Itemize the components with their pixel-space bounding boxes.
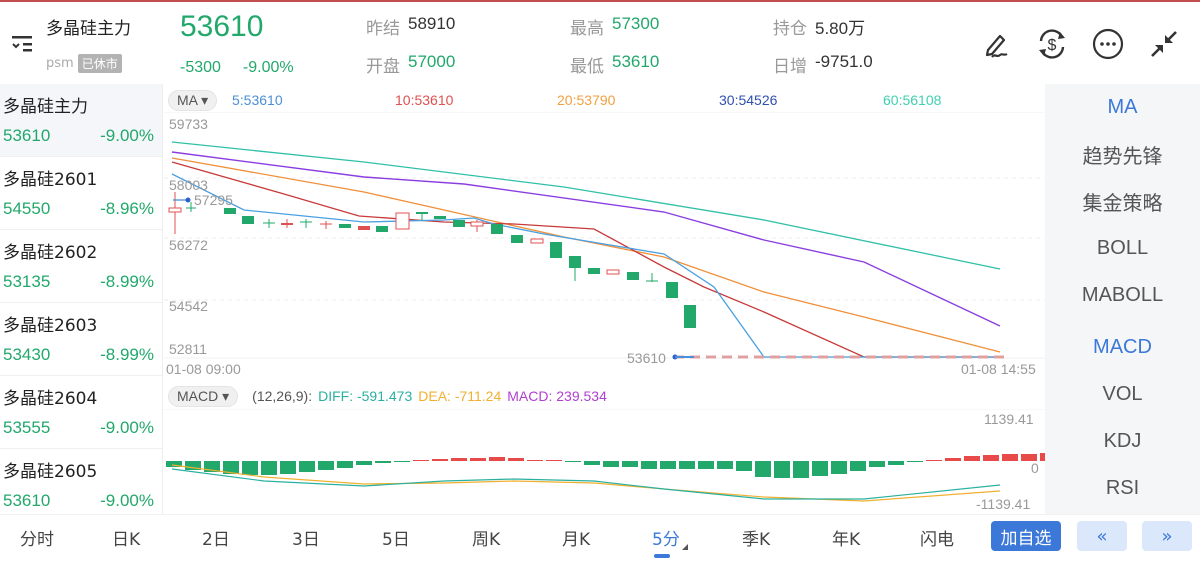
x-axis-end: 01-08 14:55 bbox=[961, 361, 1036, 377]
top-accent-line bbox=[0, 0, 1200, 2]
tab-3day[interactable]: 3日 bbox=[292, 530, 320, 550]
more-icon[interactable] bbox=[1090, 26, 1126, 62]
instrument-title: 多晶硅主力 bbox=[46, 19, 131, 39]
high-marker: 57295 bbox=[194, 192, 233, 208]
tab-yearly[interactable]: 年K bbox=[832, 530, 861, 550]
market-status-badge: 已休市 bbox=[77, 54, 122, 73]
indicator-maboll[interactable]: MABOLL bbox=[1081, 284, 1164, 306]
tab-quarterly[interactable]: 季K bbox=[742, 530, 771, 550]
candlestick-chart[interactable]: 57295 53610 59733 58003 56272 54542 5281… bbox=[164, 112, 1045, 382]
contract-item[interactable]: 多晶硅主力 53610 -9.00% bbox=[0, 84, 162, 157]
tab-daily[interactable]: 日K bbox=[112, 530, 141, 550]
macd-params: (12,26,9): bbox=[252, 388, 313, 404]
quote-header: 多晶硅主力 psm 已休市 53610 -5300 -9.00% 昨结 5891… bbox=[0, 2, 1200, 84]
tab-5day[interactable]: 5日 bbox=[382, 530, 410, 550]
change-value: -5300 bbox=[180, 59, 221, 76]
stat-daily-change: 日增 -9751.0 bbox=[773, 52, 873, 76]
indicator-kdj[interactable]: KDJ bbox=[1103, 430, 1142, 452]
stat-open-interest: 持仓 5.80万 bbox=[773, 19, 866, 38]
low-marker: 53610 bbox=[627, 350, 666, 366]
change-percent: -9.00% bbox=[242, 59, 294, 76]
ma-legend: MA ▾ 5:53610 10:53610 20:53790 30:54526 … bbox=[168, 89, 1043, 111]
tab-lightning[interactable]: 闪电 bbox=[920, 530, 954, 550]
y-axis-label: 59733 bbox=[169, 116, 208, 132]
macd-dea: DEA: -711.24 bbox=[418, 388, 502, 404]
indicator-vol[interactable]: VOL bbox=[1102, 383, 1143, 405]
ma20-value: 20:53790 bbox=[557, 92, 616, 108]
tab-monthly[interactable]: 月K bbox=[562, 530, 591, 550]
ma5-value: 5:53610 bbox=[232, 92, 283, 108]
tab-intraday[interactable]: 分时 bbox=[20, 530, 54, 550]
macd-macd: MACD: 239.534 bbox=[507, 388, 607, 404]
tab-2day[interactable]: 2日 bbox=[202, 530, 230, 550]
indicator-panel: MA 趋势先锋 集金策略 BOLL MABOLL MACD VOL KDJ RS… bbox=[1045, 84, 1200, 514]
stat-open: 开盘 57000 bbox=[366, 52, 456, 76]
y-axis-label: 54542 bbox=[169, 298, 208, 314]
y-axis-label: 52811 bbox=[169, 341, 207, 357]
indicator-macd[interactable]: MACD bbox=[1093, 336, 1152, 358]
stat-low: 最低 53610 bbox=[570, 52, 660, 76]
stat-high: 最高 57300 bbox=[570, 14, 660, 38]
indicator-fund-strategy[interactable]: 集金策略 bbox=[1082, 193, 1163, 215]
macd-selector[interactable]: MACD ▾ bbox=[168, 385, 239, 407]
contract-item[interactable]: 多晶硅2601 54550 -8.96% bbox=[0, 157, 162, 230]
contract-list: 多晶硅主力 53610 -9.00% 多晶硅2601 54550 -8.96% 多晶… bbox=[0, 84, 163, 514]
period-tabs: 分时 日K 2日 3日 5日 周K 月K 5分 季K 年K 闪电 加自选 « » bbox=[0, 514, 1200, 572]
active-tab-indicator bbox=[654, 554, 670, 558]
tab-5min[interactable]: 5分 bbox=[652, 525, 688, 558]
macd-legend: MACD ▾ (12,26,9): DIFF: -591.473 DEA: -7… bbox=[168, 385, 607, 407]
sub-indicator-list: MACD VOL KDJ RSI bbox=[1045, 324, 1200, 514]
contract-item[interactable]: 多晶硅2605 53610 -9.00% bbox=[0, 449, 162, 514]
macd-chart[interactable]: 1139.41 0 -1139.41 bbox=[164, 409, 1045, 514]
last-price: 53610 bbox=[180, 10, 264, 43]
ma10-value: 10:53610 bbox=[395, 92, 454, 108]
dropdown-corner-icon bbox=[682, 544, 688, 550]
contract-item[interactable]: 多晶硅2604 53555 -9.00% bbox=[0, 376, 162, 449]
y-axis-label: 56272 bbox=[169, 237, 208, 253]
macd-y-zero: 0 bbox=[1031, 460, 1039, 476]
kline-chart-area[interactable]: MA ▾ 5:53610 10:53610 20:53790 30:54526 … bbox=[164, 84, 1045, 514]
x-axis-start: 01-08 09:00 bbox=[166, 361, 241, 377]
add-watchlist-button[interactable]: 加自选 bbox=[991, 521, 1061, 551]
contract-list-toggle-icon[interactable] bbox=[10, 32, 36, 56]
header-actions: $ bbox=[978, 26, 1182, 62]
macd-y-min: -1139.41 bbox=[976, 496, 1030, 512]
ma-selector[interactable]: MA ▾ bbox=[168, 89, 218, 111]
indicator-boll[interactable]: BOLL bbox=[1096, 237, 1149, 259]
collapse-icon[interactable] bbox=[1146, 26, 1182, 62]
next-button[interactable]: » bbox=[1142, 521, 1192, 551]
ma60-value: 60:56108 bbox=[883, 92, 942, 108]
exchange-dollar-icon[interactable]: $ bbox=[1034, 26, 1070, 62]
svg-text:$: $ bbox=[1048, 37, 1057, 54]
contract-item[interactable]: 多晶硅2602 53135 -8.99% bbox=[0, 230, 162, 303]
macd-histogram bbox=[166, 453, 1045, 478]
indicator-ma[interactable]: MA bbox=[1107, 96, 1138, 118]
exchange-code: psm bbox=[46, 56, 74, 71]
main-indicator-list: MA 趋势先锋 集金策略 BOLL MABOLL bbox=[1045, 84, 1200, 320]
y-axis-label: 58003 bbox=[169, 177, 208, 193]
stat-prev-settle: 昨结 58910 bbox=[366, 14, 456, 38]
indicator-rsi[interactable]: RSI bbox=[1105, 477, 1140, 499]
macd-y-max: 1139.41 bbox=[984, 411, 1034, 427]
macd-diff: DIFF: -591.473 bbox=[318, 388, 413, 404]
price-change: -5300 -9.00% bbox=[180, 59, 294, 77]
prev-button[interactable]: « bbox=[1077, 521, 1127, 551]
tab-weekly[interactable]: 周K bbox=[472, 530, 501, 550]
instrument-subtitle: psm 已休市 bbox=[46, 54, 122, 73]
candles bbox=[168, 192, 696, 328]
indicator-trend-pioneer[interactable]: 趋势先锋 bbox=[1082, 146, 1163, 168]
ma30-value: 30:54526 bbox=[719, 92, 778, 108]
contract-item[interactable]: 多晶硅2603 53430 -8.99% bbox=[0, 303, 162, 376]
draw-icon[interactable] bbox=[978, 26, 1014, 62]
